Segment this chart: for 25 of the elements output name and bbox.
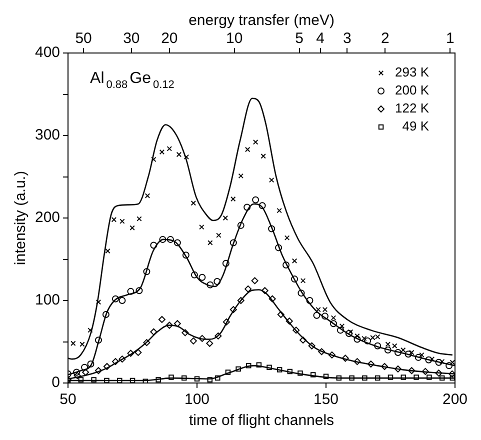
legend-label: 49 K [402,118,430,134]
x-tick-label: 150 [313,391,339,408]
y-tick-label: 200 [34,209,60,226]
x2-tick-label: 3 [343,30,352,48]
x2-axis-title: energy transfer (meV) [188,12,334,30]
legend-label: 200 K [395,82,430,98]
y-tick-label: 100 [34,292,60,309]
x-tick-label: 50 [60,391,76,408]
x-tick-label: 200 [442,391,468,408]
y-tick-label: 0 [52,374,60,392]
x2-tick-label: 5 [295,30,304,48]
x2-tick-label: 10 [226,30,243,48]
x2-tick-label: 30 [123,30,140,48]
x-tick-label: 100 [184,391,210,408]
legend-label: 293 K [395,64,430,80]
x2-tick-label: 1 [446,30,454,48]
y-tick-label: 300 [34,126,60,144]
legend-label: 122 K [395,100,430,116]
x-axis-title: time of flight channels [188,412,334,430]
y-tick-label: 400 [34,44,60,62]
y-axis-title: intensity (a.u.) [12,170,30,266]
x2-tick-label: 20 [161,30,178,48]
x2-tick-label: 2 [381,30,390,48]
x2-tick-label: 4 [316,30,324,48]
x2-tick-label: 50 [75,30,92,48]
